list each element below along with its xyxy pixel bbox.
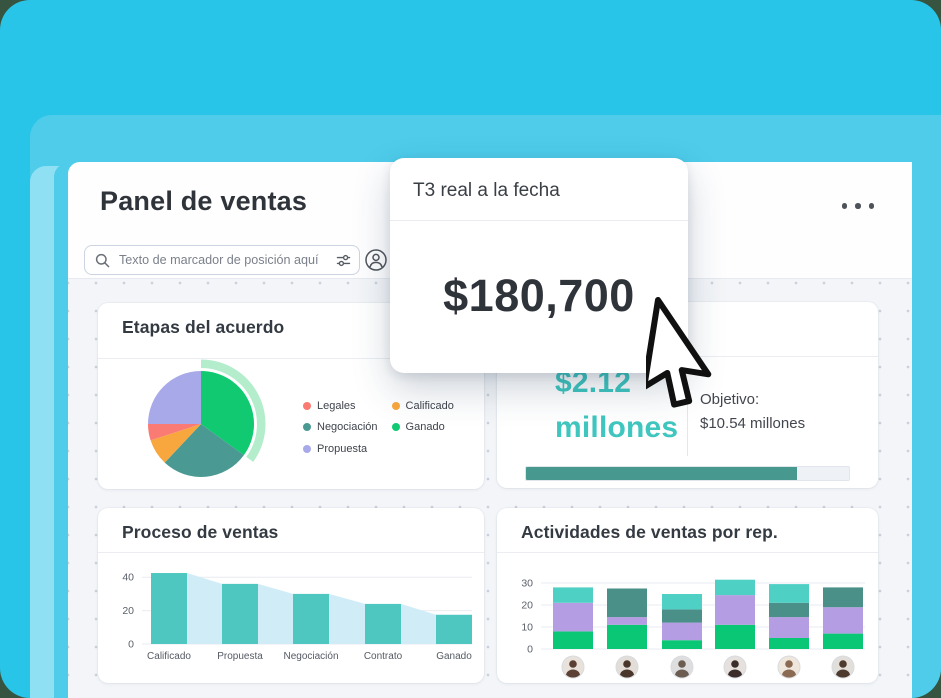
dashboard-canvas: Etapas del acuerdo Legales Negociación Pro… [68,279,912,698]
rep-avatar [777,655,801,679]
rep-avatar [831,655,855,679]
rep-avatar [615,655,639,679]
deal-stages-pie-chart[interactable] [98,358,298,489]
revenue-progress-bar [525,466,850,481]
search-text-field[interactable] [117,252,329,268]
card-divider [497,552,878,553]
svg-text:10: 10 [521,622,533,634]
metric-tooltip-card: T3 real a la fecha $180,700 [390,158,688,373]
svg-text:0: 0 [527,644,533,656]
vertical-divider [687,384,688,456]
svg-text:Negociación: Negociación [283,651,338,662]
svg-text:40: 40 [122,572,134,584]
svg-text:Contrato: Contrato [364,651,403,662]
svg-text:30: 30 [521,578,533,590]
target-value: $10.54 millones [700,415,806,432]
legend-color-dot [303,401,311,410]
ellipsis-dot [868,203,874,209]
rep-avatar [723,655,747,679]
card-divider [98,358,484,359]
revenue-value: $2.12 millones [555,366,679,444]
card-divider [98,552,484,553]
search-icon [95,253,110,267]
svg-text:0: 0 [128,639,134,651]
sales-activities-title: Actividades de ventas por rep. [521,522,778,542]
sales-funnel-title: Proceso de ventas [122,522,279,542]
deal-stages-title: Etapas del acuerdo [122,317,285,337]
more-options-button[interactable] [838,199,879,213]
tooltip-divider [390,220,688,221]
legend-color-dot [303,423,311,432]
svg-text:20: 20 [521,600,533,612]
metric-tooltip-value: $180,700 [443,270,635,321]
ellipsis-dot [841,203,847,209]
sales-activities-card: Actividades de ventas por rep. 0 10 20 30 [497,508,878,683]
legend-item: Ganado [391,417,454,439]
legend-color-dot [303,444,311,453]
person-circle-icon [365,249,387,271]
sales-activities-chart[interactable]: 0 10 20 30 [497,552,878,683]
sales-funnel-card: Proceso de ventas 0 20 40 Calificado Propues… [98,508,484,683]
legend-color-dot [391,423,400,432]
rep-avatar [561,655,585,679]
svg-text:Calificado: Calificado [147,651,191,662]
search-input[interactable] [84,245,360,275]
legend-item: Propuesta [303,438,378,460]
legend-item: Negociación [303,417,378,439]
progress-fill [526,467,798,480]
target-label: Objetivo: [700,391,760,408]
svg-text:20: 20 [122,605,134,617]
page-title: Panel de ventas [100,186,308,216]
svg-text:Propuesta: Propuesta [217,651,263,662]
legend-item: Legales [303,395,378,417]
rep-avatar [670,655,694,679]
revenue-target: Objetivo: $10.54 millones [700,388,805,436]
filter-sliders-icon[interactable] [336,253,351,268]
person-filter-button[interactable] [364,248,388,272]
svg-text:Ganado: Ganado [436,651,472,662]
sales-funnel-chart[interactable]: 0 20 40 Calificado Propuesta Negociación Contr… [98,552,484,683]
legend-item: Calificado [391,395,454,417]
ellipsis-dot [855,203,861,209]
metric-tooltip-title: T3 real a la fecha [413,180,560,201]
pie-legend: Legales Negociación Propuesta Calificado Gan… [303,395,454,460]
legend-color-dot [391,401,400,410]
